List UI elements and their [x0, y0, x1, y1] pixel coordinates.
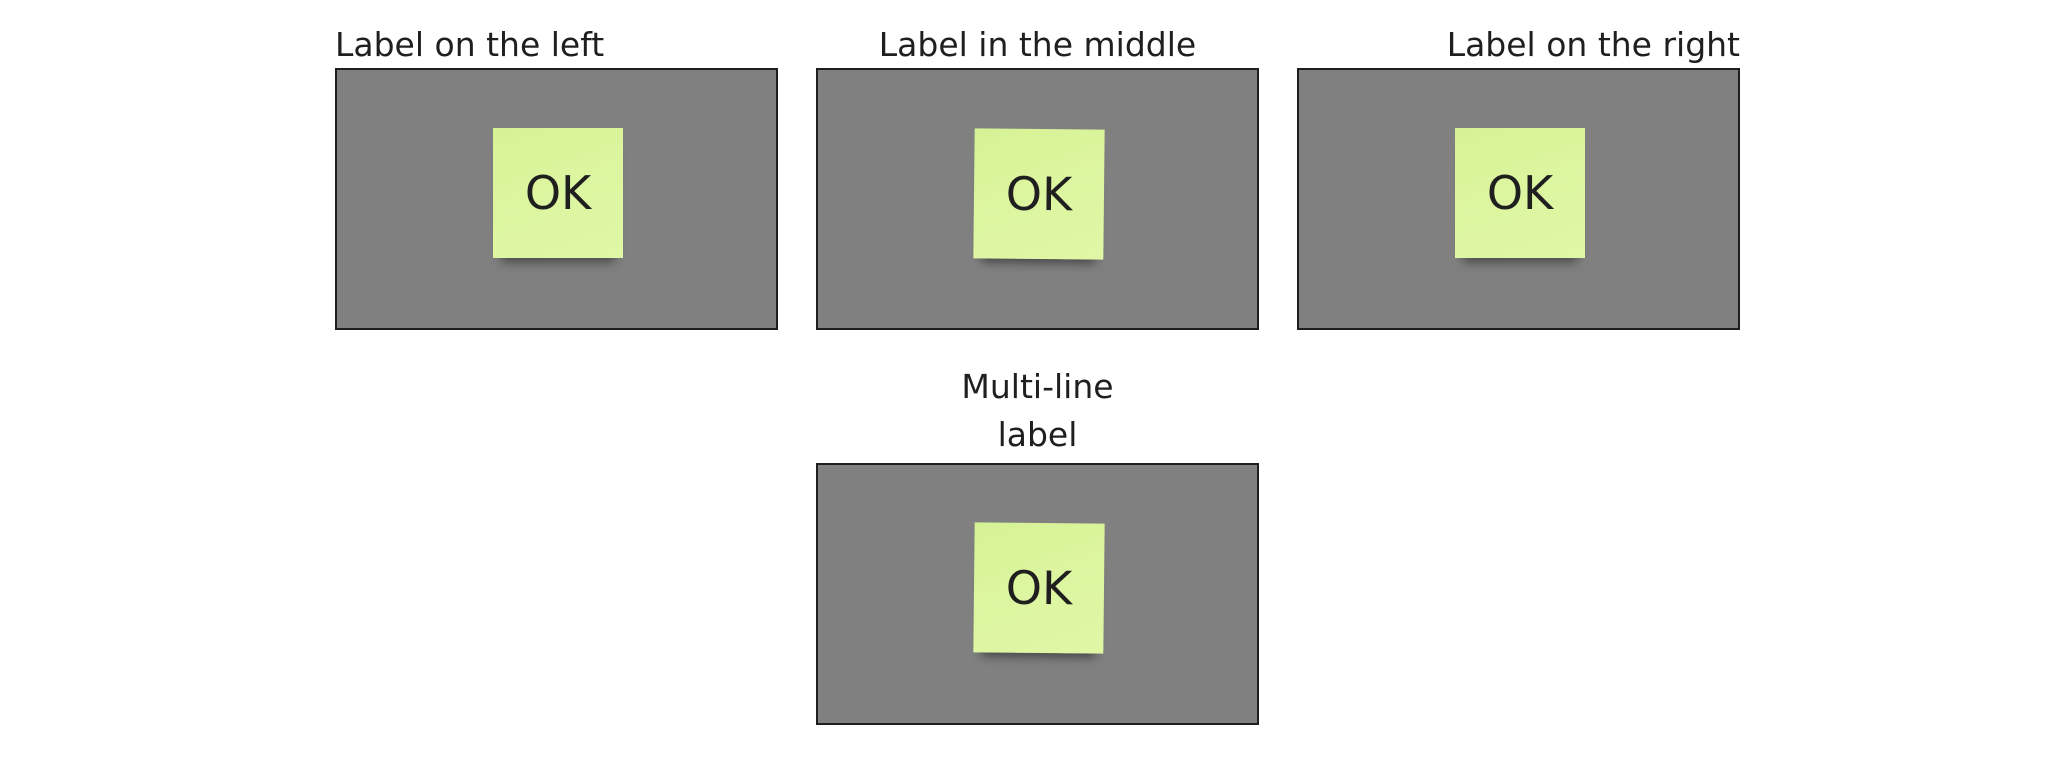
frame-label-right: Label on the right: [1446, 25, 1740, 64]
frame-middle[interactable]: OK: [816, 68, 1259, 330]
frame-label-line: label: [997, 415, 1078, 454]
frame-right[interactable]: OK: [1297, 68, 1740, 330]
sticky-note-text: OK: [524, 166, 592, 220]
sticky-note[interactable]: OK: [973, 522, 1105, 654]
sticky-note[interactable]: OK: [1455, 128, 1585, 258]
frame-label-middle: Label in the middle: [878, 25, 1197, 64]
frame-multiline[interactable]: OK: [816, 463, 1259, 725]
frame-left[interactable]: OK: [335, 68, 778, 330]
sticky-note[interactable]: OK: [493, 128, 623, 258]
frame-label-line: Multi-line: [961, 367, 1114, 406]
frame-label-left: Label on the left: [335, 25, 605, 64]
frame-label-multiline: Multi-line label: [816, 363, 1259, 459]
sticky-note[interactable]: OK: [973, 128, 1105, 260]
sticky-note-text: OK: [1486, 166, 1554, 220]
sticky-note-text: OK: [1005, 166, 1073, 222]
sticky-note-text: OK: [1005, 560, 1073, 616]
